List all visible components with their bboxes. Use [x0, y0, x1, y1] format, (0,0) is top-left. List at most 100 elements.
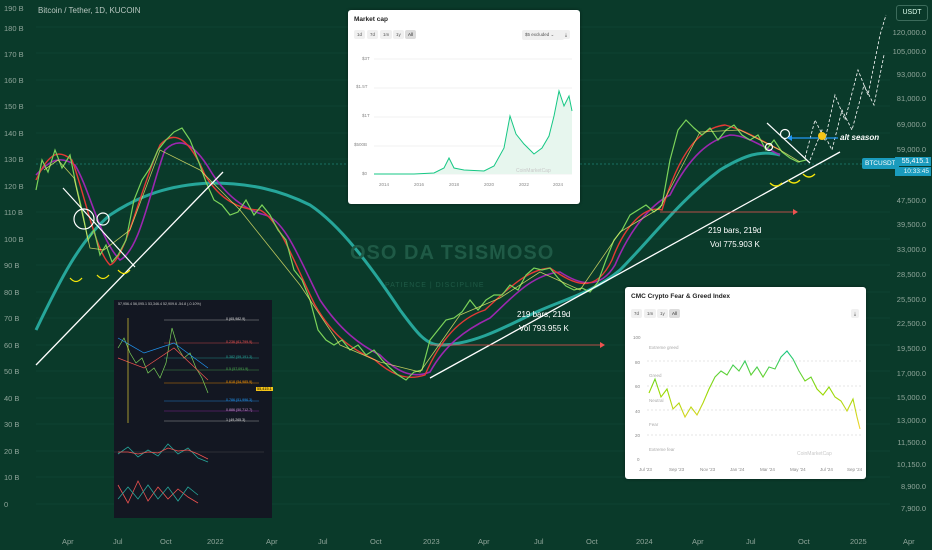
time-axis-tick: Apr: [692, 537, 704, 546]
fear-greed-y-tick: 0: [637, 457, 640, 462]
exclusion-select[interactable]: $5 excluded ⌄: [522, 30, 564, 40]
price-tag-timer: 10:33:45: [895, 167, 931, 176]
time-axis-tick: 2023: [423, 537, 440, 546]
range-button-1y[interactable]: 1y: [657, 309, 668, 318]
highlight-circle: [779, 128, 791, 140]
left-axis-tick: 180 B: [4, 24, 24, 33]
right-axis-tick: 81,000.0: [896, 94, 926, 103]
time-axis-tick: Apr: [478, 537, 490, 546]
trendline-2021-down: [62, 187, 136, 268]
fear-greed-y-tick: 60: [635, 384, 641, 389]
market-cap-x-tick: 2016: [414, 182, 425, 187]
symbol-title: Bitcoin / Tether, 1D, KUCOIN: [38, 6, 141, 15]
range-button-all[interactable]: All: [669, 309, 681, 318]
range-button-7d[interactable]: 7d: [631, 309, 643, 318]
fear-greed-chart[interactable]: [647, 337, 861, 462]
alt-season-arrowhead: [787, 135, 792, 141]
fear-greed-title: CMC Crypto Fear & Greed Index: [631, 293, 730, 300]
fear-greed-x-tick: Jul '24: [820, 467, 833, 472]
currency-button[interactable]: USDT: [896, 5, 928, 21]
time-axis-tick: Oct: [160, 537, 172, 546]
right-axis-tick: 33,000.0: [896, 245, 926, 254]
market-cap-x-tick: 2014: [379, 182, 390, 187]
left-axis-tick: 0: [4, 500, 9, 509]
time-axis-tick: Jul: [534, 537, 544, 546]
measure-2024-bars: 219 bars, 219d: [708, 226, 762, 235]
range-button-1m[interactable]: 1m: [380, 30, 393, 39]
fear-greed-y-tick: 80: [635, 360, 641, 365]
fear-greed-x-tick: Sep '23: [669, 467, 685, 472]
left-axis-tick: 110 B: [4, 208, 24, 217]
left-axis-tick: 60 B: [4, 341, 20, 350]
market-cap-x-tick: 2024: [553, 182, 564, 187]
right-axis-tick: 22,500.0: [896, 319, 926, 328]
candlestick-down-series: [43, 129, 801, 373]
right-axis-tick: 69,000.0: [896, 120, 926, 129]
fear-greed-x-tick: Jul '23: [639, 467, 652, 472]
time-axis-tick: Jul: [113, 537, 123, 546]
fear-greed-x-tick: Jan '24: [730, 467, 745, 472]
right-axis-tick: 47,500.0: [896, 196, 926, 205]
market-cap-x-tick: 2018: [449, 182, 460, 187]
mini-price-badge: 55,415.1: [256, 387, 273, 391]
right-axis-tick: 7,900.0: [900, 504, 926, 513]
zone-label: Extreme greed: [649, 345, 679, 350]
fear-greed-watermark: CoinMarketCap: [797, 451, 832, 457]
market-cap-y-tick: $3T: [362, 56, 370, 61]
time-axis-tick: Apr: [62, 537, 74, 546]
watermark-tagline: PATIENCE | DISCIPLINE: [385, 282, 485, 289]
price-tag-symbol: BTCUSDT: [862, 158, 899, 169]
mini-price-chart[interactable]: [114, 308, 272, 428]
range-button-all[interactable]: All: [405, 30, 417, 39]
market-cap-y-tick: $1.5T: [356, 84, 368, 89]
measure-arrow-2024: [660, 209, 798, 215]
measure-2024-vol: Vol 775.903 K: [710, 240, 760, 249]
download-icon[interactable]: ⤓: [851, 309, 859, 318]
right-axis-tick: 39,500.0: [896, 220, 926, 229]
market-cap-y-tick: $1T: [362, 113, 370, 118]
chevron-down-icon: ⌄: [549, 32, 555, 37]
market-cap-y-tick: $0: [362, 171, 368, 176]
left-axis-tick: 30 B: [4, 420, 20, 429]
fear-greed-x-tick: Nov '23: [700, 467, 716, 472]
time-axis-tick: Apr: [266, 537, 278, 546]
market-cap-title: Market cap: [354, 16, 388, 23]
left-axis-tick: 20 B: [4, 447, 20, 456]
time-axis-tick: 2024: [636, 537, 653, 546]
alt-season-label: alt season: [840, 133, 880, 142]
right-axis-tick: 19,500.0: [896, 344, 926, 353]
left-axis-tick: 150 B: [4, 102, 24, 111]
emoji-icon: [818, 132, 826, 140]
projection-path: [804, 14, 887, 159]
time-axis-tick: 2025: [850, 537, 867, 546]
trendline-2023: [429, 151, 841, 379]
right-axis-tick: 15,000.0: [896, 393, 926, 402]
slow-moving-average: [34, 151, 781, 347]
mini-chart-panel: 57,956.4 56,095.1 53,346.4 52,909.6 -54.…: [114, 300, 273, 518]
measure-2023-vol: Vol 793.955 K: [519, 324, 569, 333]
fear-greed-y-tick: 100: [633, 335, 641, 340]
download-icon[interactable]: ⤓: [562, 30, 570, 39]
time-axis-tick: Oct: [586, 537, 598, 546]
market-cap-chart[interactable]: [374, 56, 574, 176]
range-button-1d[interactable]: 1d: [354, 30, 366, 39]
fear-greed-x-tick: May '24: [790, 467, 806, 472]
fib-level: 0.786 (51,996.3): [226, 398, 253, 402]
trendline-2021: [35, 171, 224, 366]
left-axis-tick: 160 B: [4, 76, 24, 85]
range-button-1m[interactable]: 1m: [644, 309, 657, 318]
time-axis-tick: Apr: [903, 537, 915, 546]
trendline-2024-down: [766, 122, 811, 164]
fear-greed-x-tick: Sep '24: [847, 467, 863, 472]
range-button-7d[interactable]: 7d: [367, 30, 379, 39]
fib-level: 0.5 (57,091.9): [226, 367, 249, 371]
left-axis-tick: 120 B: [4, 182, 24, 191]
mini-chart-header: 57,956.4 56,095.1 53,346.4 52,909.6 -54.…: [118, 302, 201, 306]
zone-label: Neutral: [649, 398, 664, 403]
right-axis-tick: 11,500.0: [897, 438, 926, 447]
market-cap-x-tick: 2020: [484, 182, 495, 187]
right-axis-tick: 59,000.0: [896, 145, 926, 154]
range-button-1y[interactable]: 1y: [393, 30, 404, 39]
fib-level: 0 (65,982.9): [226, 317, 246, 321]
market-cap-panel: Market cap 1d 7d 1m 1y All $5 excluded ⌄…: [348, 10, 580, 204]
